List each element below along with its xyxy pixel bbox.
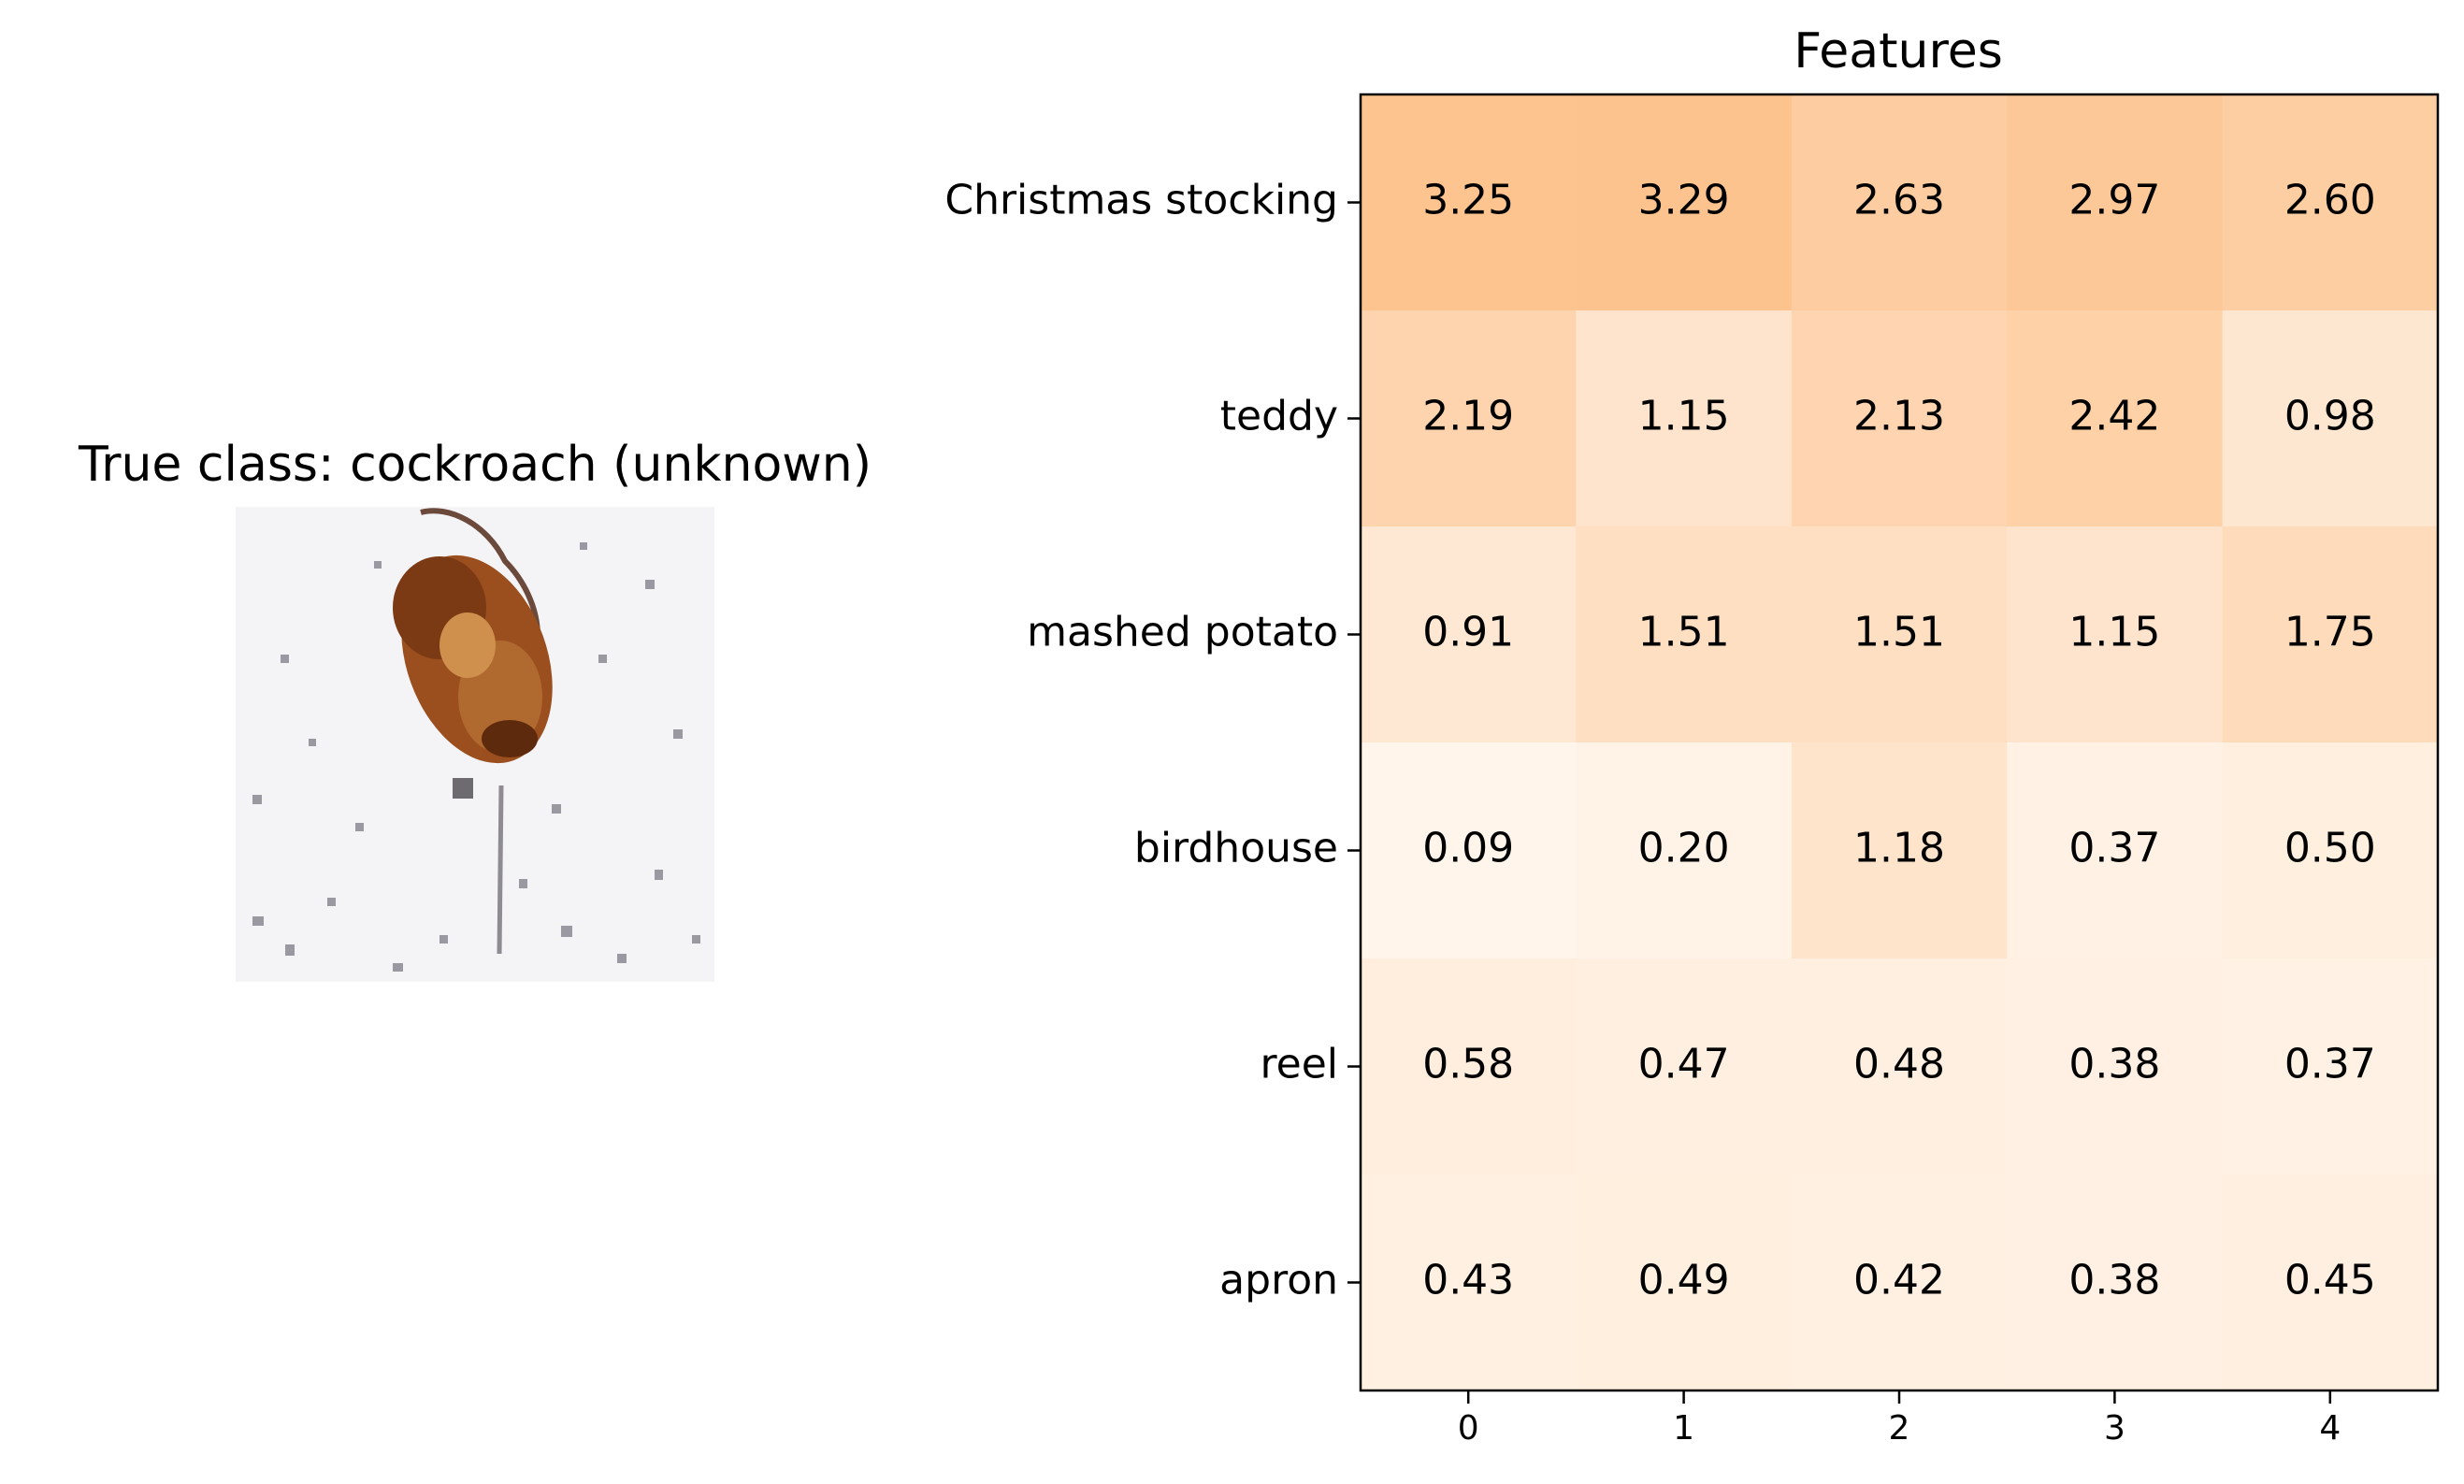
heatmap-cell [2007,1174,2224,1391]
heatmap-cell [1791,958,2008,1175]
cell-value-label: 3.29 [1638,177,1730,224]
cell-value-label: 2.13 [1853,393,1945,440]
y-tick-label: Christmas stocking [944,177,1338,224]
cell-value-label: 0.20 [1638,825,1730,872]
heatmap-cell [2007,310,2224,527]
heatmap-cell [2222,526,2439,743]
heatmap-cell [2222,958,2439,1175]
cell-value-label: 0.38 [2068,1257,2160,1304]
y-tick-label: birdhouse [1134,825,1338,872]
heatmap-cell [1576,958,1793,1175]
sample-image [236,507,714,982]
heatmap-cell [1361,94,1577,311]
heatmap-cell [2222,310,2439,527]
heatmap-cell-labels: 3.25 3.29 2.63 2.97 2.60 2.19 1.15 2.13 2.42 0.98… [1422,177,2376,1304]
image-title: True class: cockroach (unknown) [78,437,872,493]
heatmap-chart: Features 3.25 3.29 2.63 2.97 2.60 2.19 1.15 2.1… [944,23,2440,1448]
heatmap-cells [1361,94,2439,1391]
cell-value-label: 0.43 [1422,1257,1514,1304]
cell-value-label: 0.47 [1638,1041,1730,1088]
heatmap-cell [1576,526,1793,743]
heatmap-cell [2222,1174,2439,1391]
heatmap-cell [1576,742,1793,959]
heatmap-cell [1791,742,2008,959]
cell-value-label: 0.91 [1422,609,1514,656]
heatmap-cell [1791,94,2008,311]
heatmap-cell [1791,526,2008,743]
heatmap-cell [2007,742,2224,959]
heatmap-cell [1576,310,1793,527]
heatmap-cell [2007,94,2224,311]
cell-value-label: 1.18 [1853,825,1945,872]
x-axis: 0 1 2 3 4 [1458,1390,2341,1448]
cell-value-label: 0.45 [2284,1257,2376,1304]
cell-value-label: 0.58 [1422,1041,1514,1088]
y-tick-label: mashed potato [1027,609,1338,656]
heatmap-cell [1791,310,2008,527]
x-tick-label: 1 [1673,1409,1694,1448]
cell-value-label: 0.48 [1853,1041,1945,1088]
chart-title: Features [1794,23,2003,79]
cell-value-label: 0.37 [2068,825,2160,872]
heatmap-cell [1361,1174,1577,1391]
cell-value-label: 0.49 [1638,1257,1730,1304]
y-axis: Christmas stocking teddy mashed potato bird… [944,177,1361,1304]
y-tick-label: reel [1261,1041,1339,1088]
cell-value-label: 1.51 [1638,609,1730,656]
cell-value-label: 1.15 [2068,609,2160,656]
cell-value-label: 1.75 [2284,609,2376,656]
cell-value-label: 0.09 [1422,825,1514,872]
cell-value-label: 2.19 [1422,393,1514,440]
heatmap-cell [1576,94,1793,311]
heatmap-cell [2007,958,2224,1175]
heatmap-cell [2222,742,2439,959]
cell-value-label: 2.42 [2068,393,2160,440]
cell-value-label: 2.97 [2068,177,2160,224]
y-tick-label: teddy [1220,393,1338,440]
cell-value-label: 1.15 [1638,393,1730,440]
heatmap-cell [1361,742,1577,959]
x-tick-label: 2 [1889,1409,1910,1448]
cell-value-label: 0.38 [2068,1041,2160,1088]
x-tick-label: 4 [2319,1409,2341,1448]
cell-value-label: 0.42 [1853,1257,1945,1304]
heatmap-cell [1576,1174,1793,1391]
x-tick-label: 3 [2104,1409,2125,1448]
heatmap-cell [1361,526,1577,743]
cell-value-label: 1.51 [1853,609,1945,656]
cell-value-label: 0.50 [2284,825,2376,872]
x-tick-label: 0 [1458,1409,1479,1448]
cell-value-label: 3.25 [1422,177,1514,224]
cell-value-label: 0.37 [2284,1041,2376,1088]
heatmap-cell [2222,94,2439,311]
heatmap-cell [1791,1174,2008,1391]
cell-value-label: 0.98 [2284,393,2376,440]
plot-frame [1359,93,2440,1392]
cell-value-label: 2.60 [2284,177,2376,224]
y-tick-label: apron [1219,1257,1338,1304]
heatmap-cell [1361,958,1577,1175]
heatmap-cell [1361,310,1577,527]
cell-value-label: 2.63 [1853,177,1945,224]
heatmap-cell [2007,526,2224,743]
